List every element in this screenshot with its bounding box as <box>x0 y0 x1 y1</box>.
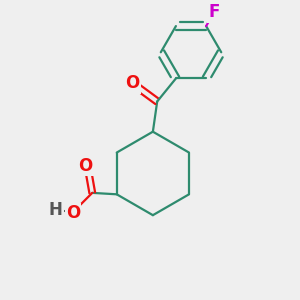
Text: O: O <box>66 204 80 222</box>
Text: O: O <box>125 74 139 92</box>
Text: H: H <box>49 201 63 219</box>
Text: F: F <box>208 3 220 21</box>
Text: O: O <box>78 157 92 175</box>
